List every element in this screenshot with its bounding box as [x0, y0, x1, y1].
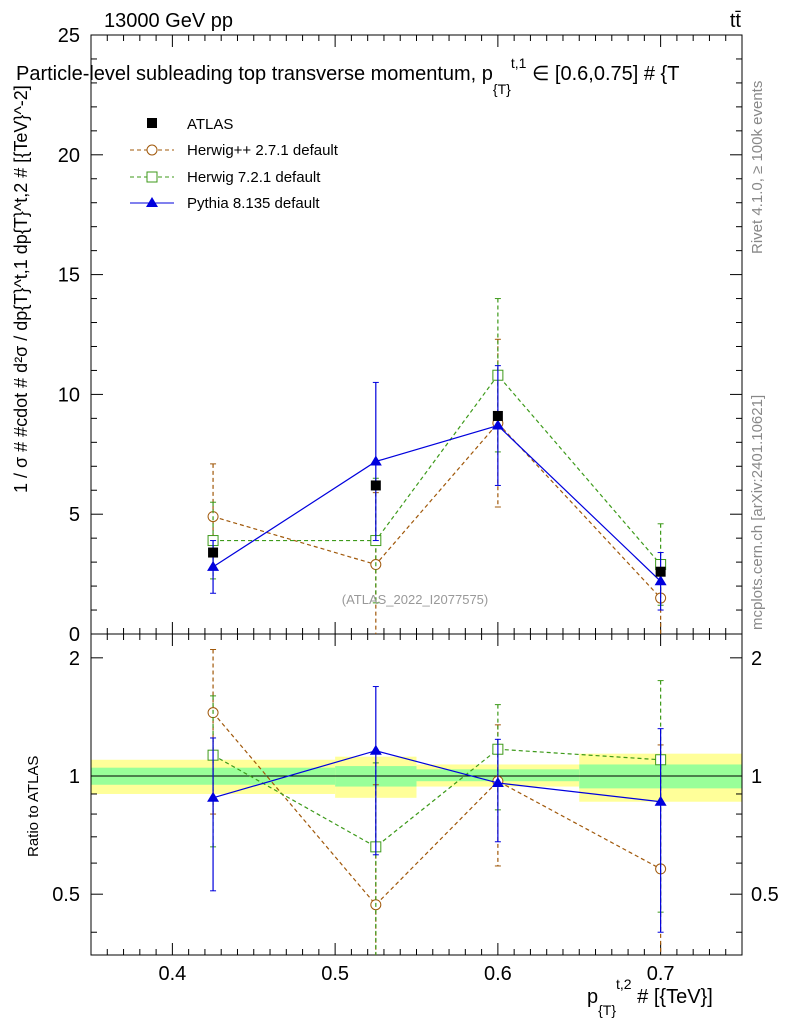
legend-entry-atlas: ATLAS — [147, 116, 233, 133]
legend-marker-atlas — [147, 118, 157, 128]
data-point-pythia — [369, 455, 382, 466]
main-line-herwigpp — [212, 422, 662, 599]
analysis-watermark: (ATLAS_2022_I2077575) — [342, 592, 488, 607]
data-point-pythia — [491, 419, 504, 430]
data-point-pythia — [654, 575, 667, 586]
legend-label-atlas: ATLAS — [187, 116, 233, 133]
data-point-atlas — [370, 480, 381, 491]
ratio-line-herwig7 — [212, 748, 661, 848]
data-point-atlas — [208, 547, 219, 558]
x-tick-label: 0.5 — [321, 963, 349, 985]
y-tick-label-main: 15 — [58, 265, 80, 287]
data-point-pythia — [207, 560, 220, 571]
legend-marker-pythia — [146, 197, 158, 207]
x-axis-label: p{T}t,2 # [{TeV}] — [587, 976, 713, 1018]
plot-title: Particle-level subleading top transverse… — [16, 55, 679, 97]
legend-entry-pythia: Pythia 8.135 default — [130, 195, 320, 212]
data-point-pythia — [369, 744, 382, 755]
data-point-atlas — [492, 410, 503, 421]
main-panel-series — [207, 298, 667, 634]
legend-label-herwig7: Herwig 7.2.1 default — [187, 169, 321, 186]
y-tick-label-ratio: 1 — [69, 766, 80, 788]
main-line-herwig7 — [213, 374, 662, 565]
legend-marker-herwigpp — [146, 144, 158, 156]
data-point-pythia — [654, 795, 667, 806]
y-tick-label-main: 5 — [69, 504, 80, 526]
main-line-pythia — [212, 424, 662, 582]
x-tick-label: 0.7 — [647, 963, 675, 985]
mcplots-info: mcplots.cern.ch [arXiv:2401.10621] — [749, 395, 766, 630]
legend-label-herwigpp: Herwig++ 2.7.1 default — [187, 142, 339, 159]
y-tick-label-ratio-right: 1 — [751, 766, 762, 788]
legend-label-pythia: Pythia 8.135 default — [187, 195, 320, 212]
data-point-atlas — [655, 566, 666, 577]
data-point-pythia — [491, 776, 504, 787]
legend-marker-herwig7 — [146, 171, 158, 183]
x-tick-label: 0.4 — [158, 963, 186, 985]
y-tick-label-main: 20 — [58, 145, 80, 167]
y-tick-label-main: 25 — [58, 25, 80, 47]
ratio-panel-series — [207, 649, 667, 955]
y-tick-label-ratio-right: 0.5 — [751, 884, 779, 906]
data-point-pythia — [207, 791, 220, 802]
legend-entry-herwig7: Herwig 7.2.1 default — [130, 169, 321, 186]
energy-label: 13000 GeV pp — [104, 10, 233, 32]
y-tick-label-ratio: 2 — [69, 648, 80, 670]
rivet-info: Rivet 4.1.0, ≥ 100k events — [749, 81, 766, 254]
process-label: tt̄ — [730, 10, 742, 32]
axis-tick-labels: 0 5 10 15 20 25 0.4 0.5 0.6 0.7 0.5 0.5 1 1 2 2 — [52, 25, 779, 985]
ratio-line-pythia — [212, 750, 661, 803]
ratio-line-herwigpp — [212, 712, 661, 906]
legend-entry-herwigpp: Herwig++ 2.7.1 default — [130, 142, 339, 159]
y-tick-label-main: 0 — [69, 624, 80, 646]
y-tick-label-ratio-right: 2 — [751, 648, 762, 670]
legend: ATLAS Herwig++ 2.7.1 default Herwig 7.2.… — [130, 116, 339, 212]
y-axis-label-ratio: Ratio to ATLAS — [25, 756, 42, 857]
x-tick-label: 0.6 — [484, 963, 512, 985]
y-tick-label-main: 10 — [58, 384, 80, 406]
y-tick-label-ratio: 0.5 — [52, 884, 80, 906]
y-axis-label-main: 1 / σ # #cdot # d²σ / dp{T}^t,1 dp{T}^t,… — [11, 85, 31, 493]
